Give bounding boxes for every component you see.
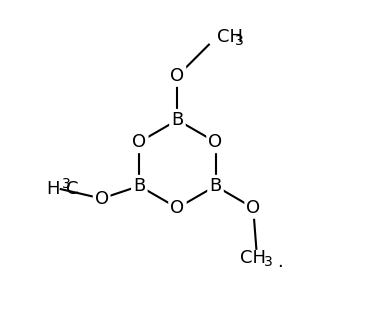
Text: .: . (277, 253, 283, 271)
Text: B: B (171, 111, 184, 129)
Text: B: B (133, 177, 146, 195)
Text: O: O (132, 133, 146, 151)
Text: H: H (46, 180, 59, 198)
Text: C: C (66, 180, 78, 198)
Text: 3: 3 (235, 33, 244, 48)
Text: O: O (209, 133, 223, 151)
Text: O: O (95, 190, 109, 208)
Text: CH: CH (217, 28, 243, 46)
Text: O: O (170, 199, 185, 217)
Text: O: O (246, 199, 260, 217)
Text: 3: 3 (264, 255, 273, 269)
Text: B: B (209, 177, 222, 195)
Text: O: O (170, 67, 185, 85)
Text: CH: CH (240, 249, 266, 267)
Text: 3: 3 (62, 177, 71, 192)
